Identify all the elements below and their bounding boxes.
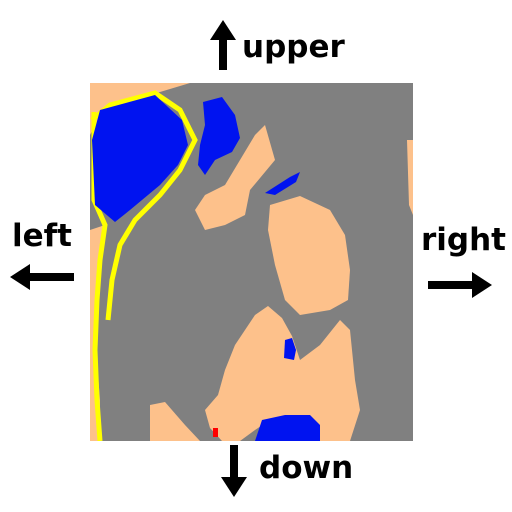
building-right-edge	[407, 140, 413, 215]
water-streak	[265, 172, 300, 195]
building-central-upper	[195, 125, 275, 230]
building-central-middle	[268, 196, 350, 315]
building-central-lower	[205, 306, 360, 441]
arrow-up-icon	[210, 20, 236, 70]
red-marker	[213, 428, 218, 437]
segmentation-map	[90, 83, 413, 441]
route-line-main	[90, 90, 198, 321]
direction-label-upper: upper	[242, 29, 345, 65]
arrow-right-icon	[428, 272, 492, 298]
building-top-left	[90, 83, 190, 135]
water-large	[92, 95, 188, 222]
water-pond	[284, 338, 296, 360]
water-upper-small	[198, 97, 240, 175]
water-bottom	[255, 415, 320, 441]
building-bottom-left	[150, 402, 200, 441]
direction-label-left: left	[12, 218, 72, 254]
arrow-left-icon	[10, 264, 74, 290]
building-left-strip	[90, 225, 105, 441]
direction-label-right: right	[421, 222, 506, 258]
arrow-down-icon	[221, 445, 247, 497]
direction-label-down: down	[259, 450, 354, 486]
